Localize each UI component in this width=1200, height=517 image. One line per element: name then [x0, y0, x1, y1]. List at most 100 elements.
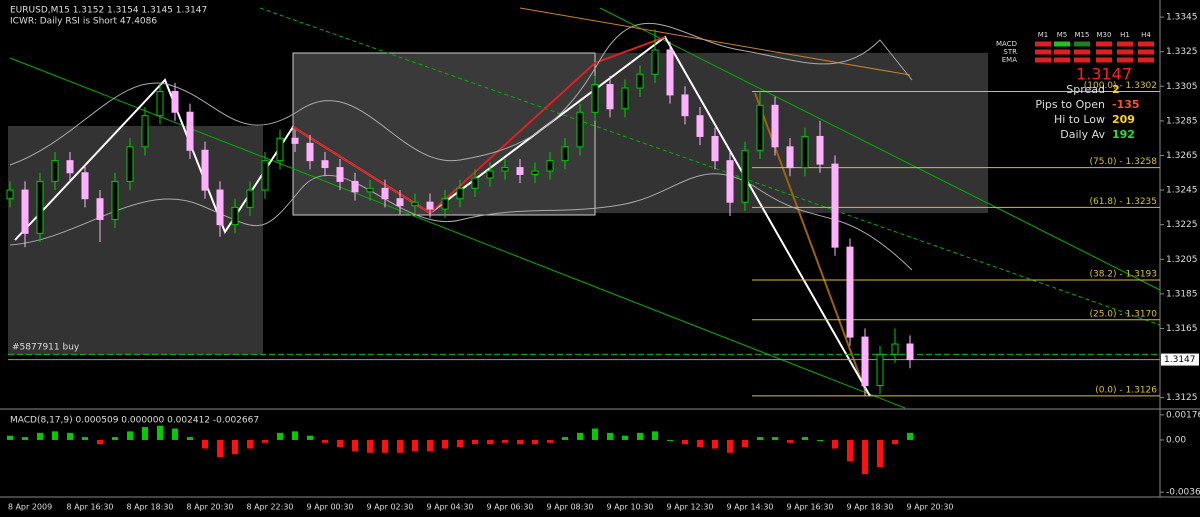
trendlines [9, 7, 1161, 409]
candle-body [81, 172, 89, 200]
macd-bar [877, 439, 883, 468]
candle-body [516, 167, 524, 176]
order-label: #5877911 buy [12, 343, 80, 353]
macd-bar [97, 439, 103, 445]
info-value: -135 [1112, 98, 1140, 111]
x-tick-label: 9 Apr 10:30 [606, 503, 653, 512]
trend-line [519, 7, 911, 76]
candle-body [591, 84, 599, 113]
chart-subtitle: ICWR: Daily RSI is Short 47.4086 [10, 17, 157, 27]
macd-bar [52, 431, 58, 440]
macd-bar [67, 432, 73, 440]
signal-cell [1117, 41, 1133, 47]
x-tick-label: 9 Apr 12:30 [666, 503, 713, 512]
y-tick-label: 1.3225 [1166, 220, 1198, 230]
candle-body [711, 135, 719, 162]
macd-bar [157, 425, 163, 440]
macd-bar [757, 437, 763, 440]
y-tick-label: 1.3245 [1166, 186, 1198, 196]
grid-row-label: STR [1003, 48, 1017, 56]
session-box [8, 126, 263, 355]
macd-bar [772, 437, 778, 440]
macd-bar [217, 439, 223, 458]
macd-bar [862, 439, 868, 475]
macd-bar [607, 432, 613, 440]
candle-body [111, 180, 119, 220]
candle-body [6, 189, 14, 200]
candle-body [891, 343, 899, 355]
macd-bar [202, 439, 208, 449]
grid-column-label: H4 [1141, 31, 1151, 39]
candle-body [96, 198, 104, 220]
session-box [292, 52, 596, 216]
macd-bar [592, 428, 598, 440]
macd-bar [322, 439, 328, 443]
fib-label: (25.0) - 1.3170 [1089, 309, 1157, 319]
candle-body [141, 115, 149, 148]
candle-body [846, 246, 854, 338]
candle-body [486, 170, 494, 179]
macd-bar [262, 439, 268, 443]
macd-bar [22, 437, 28, 440]
macd-bar [787, 439, 793, 443]
y-tick-label: 0.00 [1166, 435, 1186, 445]
macd-bar [337, 439, 343, 448]
candle-body [126, 146, 134, 182]
signal-cell [1074, 49, 1090, 55]
macd-bar [532, 439, 538, 445]
macd-bar [232, 439, 238, 455]
macd-bar [307, 435, 313, 440]
candle-body [261, 160, 269, 191]
fib-label: (100.0) - 1.3302 [1084, 81, 1157, 91]
signal-cell [1096, 57, 1112, 63]
signal-cell [1035, 41, 1051, 47]
info-label: Hi to Low [1054, 113, 1105, 126]
x-tick-label: 8 Apr 16:30 [66, 503, 113, 512]
macd-bar [142, 427, 148, 440]
macd-bar [352, 439, 358, 452]
band-lower [9, 173, 913, 271]
candle-body [36, 180, 44, 234]
channel-line [599, 7, 1161, 291]
macd-bar [712, 439, 718, 449]
candle-body [411, 201, 419, 207]
x-tick-label: 9 Apr 04:30 [426, 503, 473, 512]
x-tick-label: 9 Apr 02:30 [366, 503, 413, 512]
channel-line [9, 57, 906, 409]
candle-body [366, 187, 374, 193]
macd-bar [817, 439, 823, 441]
candle-body [321, 160, 329, 169]
candle-body [456, 187, 464, 200]
grid-column-label: M30 [1097, 31, 1112, 39]
candle-body [216, 189, 224, 226]
candle-body [291, 137, 299, 144]
fib-label: (0.0) - 1.3126 [1095, 385, 1157, 395]
candle-body [171, 90, 179, 113]
grid-row-label: MACD [996, 40, 1017, 48]
info-label: Daily Av [1060, 128, 1105, 141]
signal-cell [1096, 49, 1112, 55]
candle-body [696, 115, 704, 137]
macd-bar [382, 439, 388, 453]
candle-body [351, 180, 359, 193]
y-tick-label: 1.3265 [1166, 151, 1198, 161]
y-tick-label: 1.3325 [1166, 47, 1198, 57]
macd-bar [457, 439, 463, 448]
last-price-label: 1.3147 [1164, 355, 1196, 365]
macd-bar [172, 428, 178, 440]
fib-label: (38.2) - 1.3193 [1089, 270, 1157, 280]
candle-body [501, 167, 509, 172]
signal-cell [1138, 41, 1154, 47]
candle-body [726, 160, 734, 203]
signal-cell [1035, 49, 1051, 55]
candle-body [231, 206, 239, 226]
info-value: 2 [1112, 83, 1120, 96]
x-tick-label: 9 Apr 14:30 [726, 503, 773, 512]
macd-bar [832, 439, 838, 449]
signal-cell [1054, 41, 1070, 47]
x-tick-label: 9 Apr 08:30 [546, 503, 593, 512]
session-box [595, 53, 988, 213]
macd-bar [127, 431, 133, 440]
info-label: Pips to Open [1035, 98, 1105, 111]
